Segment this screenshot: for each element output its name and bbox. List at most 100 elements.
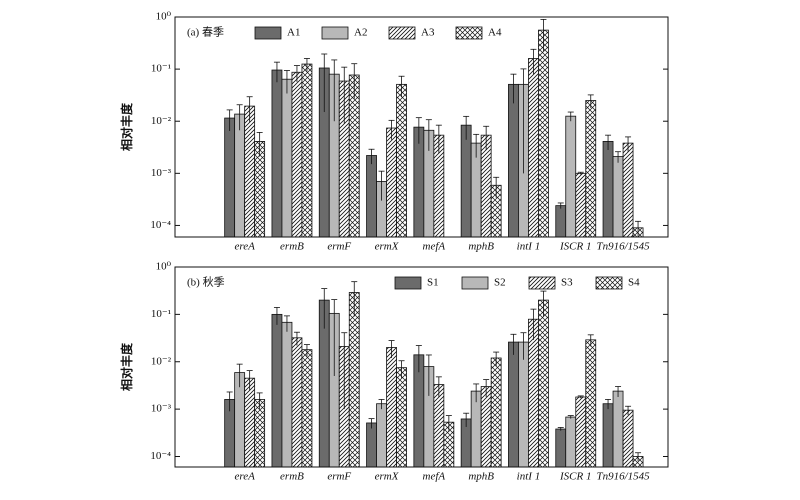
panel-title: (b) 秋季: [187, 275, 225, 289]
bar: [622, 142, 634, 237]
y-tick-label: 10⁻⁴: [150, 219, 171, 231]
bar: [234, 113, 246, 237]
bar: [622, 409, 634, 467]
bar: [565, 115, 577, 237]
bar: [386, 347, 397, 467]
bar: [291, 71, 303, 237]
legend-swatch: [595, 276, 623, 290]
panel-title: (a) 春季: [187, 26, 224, 39]
bar: [538, 299, 549, 467]
y-tick-label: 10⁻¹: [151, 63, 171, 75]
bar: [301, 349, 313, 467]
bar: [575, 396, 587, 467]
bar: [480, 134, 492, 237]
bar: [470, 390, 482, 467]
bar: [538, 29, 549, 237]
bar: [585, 339, 597, 467]
y-axis-label: 相对丰度: [119, 342, 134, 391]
legend-label: S2: [494, 277, 506, 289]
legend-label: A4: [488, 27, 502, 39]
x-tick-label: intI 1: [517, 471, 541, 483]
bar: [565, 416, 577, 467]
bar: [555, 428, 567, 467]
y-tick-label: 10⁻⁴: [150, 450, 171, 462]
x-tick-label: ermB: [280, 241, 304, 253]
bar: [386, 127, 397, 237]
x-tick-label: ermX: [375, 241, 400, 253]
y-tick-label: 10⁰: [156, 261, 172, 273]
legend-swatch: [528, 276, 556, 290]
bar: [244, 377, 256, 467]
bar: [602, 403, 614, 467]
x-tick-label: mphB: [468, 471, 494, 483]
legend-swatch: [254, 26, 282, 40]
x-tick-label: mefA: [423, 241, 446, 253]
x-tick-label: ISCR 1: [559, 241, 591, 253]
y-tick-label: 10⁻³: [151, 167, 172, 179]
bar: [528, 58, 539, 237]
bar: [301, 63, 313, 237]
bar: [224, 117, 236, 237]
legend-label: S3: [561, 277, 573, 289]
bar: [254, 399, 266, 467]
legend-label: S1: [427, 277, 439, 289]
plot-area: [224, 18, 644, 237]
bar: [612, 390, 624, 467]
x-tick-label: ermX: [375, 471, 400, 483]
bar: [281, 78, 293, 237]
bar: [480, 386, 492, 467]
bar: [585, 100, 597, 237]
bar: [376, 403, 387, 467]
x-tick-label: ermF: [327, 241, 351, 253]
bar: [291, 337, 303, 467]
plot-area: [224, 281, 644, 467]
bar: [575, 172, 587, 237]
legend-label: A2: [354, 27, 367, 39]
y-tick-label: 10⁻³: [151, 403, 172, 415]
x-tick-label: ermB: [280, 471, 304, 483]
bar: [271, 313, 283, 467]
bar: [460, 124, 472, 237]
x-tick-label: ermF: [327, 471, 351, 483]
bar: [612, 156, 624, 237]
bar: [366, 422, 377, 467]
bar: [366, 155, 377, 237]
y-tick-label: 10⁻²: [151, 115, 172, 127]
plot-frame: [174, 266, 669, 468]
x-tick-label: Tn916/1545: [596, 471, 650, 483]
legend-swatch: [394, 276, 422, 290]
x-tick-label: mefA: [423, 471, 446, 483]
x-tick-label: mphB: [468, 241, 494, 253]
x-tick-label: intI 1: [517, 241, 541, 253]
y-axis-label: 相对丰度: [119, 102, 134, 151]
x-tick-label: Tn916/1545: [596, 241, 650, 253]
x-tick-label: ereA: [234, 471, 255, 483]
legend-swatch: [388, 26, 416, 40]
legend-swatch: [461, 276, 489, 290]
bar: [396, 367, 407, 467]
bar: [244, 105, 256, 237]
bar: [508, 341, 519, 467]
legend-label: S4: [628, 277, 640, 289]
legend-label: A3: [421, 27, 435, 39]
y-tick-label: 10⁻²: [151, 355, 172, 367]
y-tick-label: 10⁰: [156, 11, 172, 23]
bar: [348, 74, 360, 237]
bar: [555, 205, 567, 237]
bar: [490, 357, 502, 467]
bar: [271, 69, 283, 237]
bar: [396, 83, 407, 237]
legend-swatch: [321, 26, 349, 40]
bar: [281, 321, 293, 467]
bar: [602, 140, 614, 237]
y-tick-label: 10⁻¹: [151, 308, 171, 320]
legend-label: A1: [287, 27, 300, 39]
bar: [528, 318, 539, 467]
bar: [348, 292, 360, 467]
x-tick-label: ISCR 1: [559, 471, 591, 483]
bar: [518, 341, 529, 467]
x-tick-label: ereA: [234, 241, 255, 253]
bar: [508, 83, 519, 237]
plot-frame: [174, 16, 669, 238]
